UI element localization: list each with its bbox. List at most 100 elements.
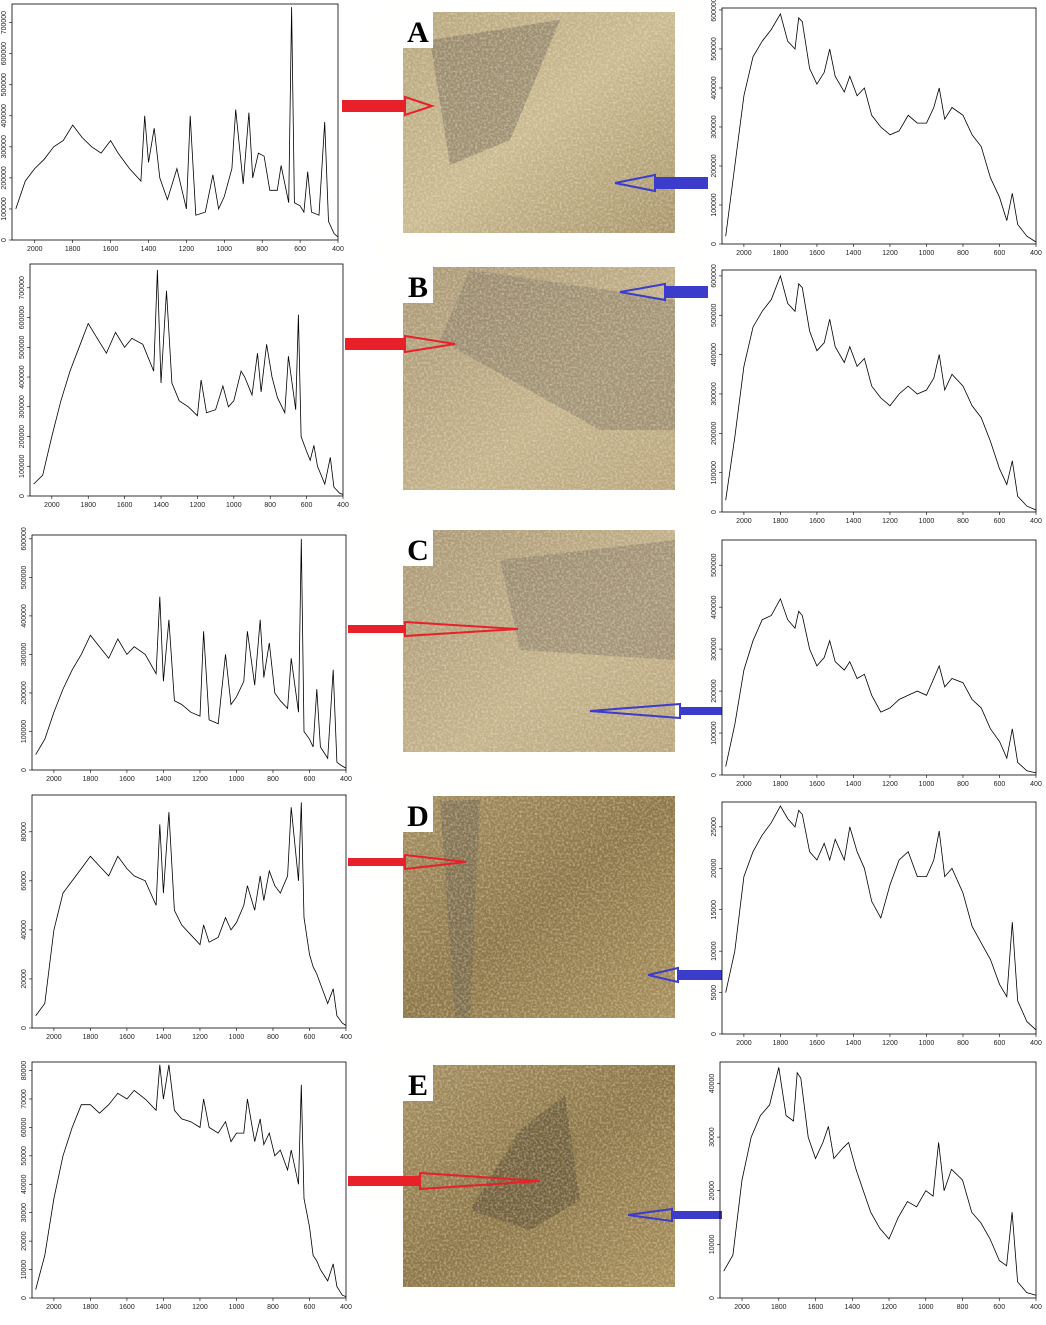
x-tick-label: 600 (994, 518, 1006, 525)
x-tick-label: 2000 (46, 1304, 62, 1311)
y-tick-label: 400000 (711, 343, 718, 366)
plot-frame (30, 264, 343, 496)
y-tick-label: 100000 (19, 454, 26, 477)
y-tick-label: 100000 (21, 720, 28, 743)
x-tick-label: 1600 (119, 1304, 135, 1311)
y-tick-label: 0 (21, 1026, 28, 1030)
x-tick-label: 800 (267, 1034, 279, 1041)
y-tick-label: 100000 (711, 461, 718, 484)
panel-label: D (407, 800, 429, 833)
x-tick-label: 1800 (773, 518, 789, 525)
x-tick-label: 1000 (919, 1040, 935, 1047)
x-tick-label: 1800 (65, 246, 81, 253)
x-tick-label: 1000 (229, 1034, 245, 1041)
x-tick-label: 400 (337, 502, 349, 509)
spectrum-line (34, 270, 343, 495)
x-tick-label: 1600 (119, 1034, 135, 1041)
x-tick-label: 1200 (882, 518, 898, 525)
panel-label: B (408, 271, 428, 304)
plot-frame (32, 795, 346, 1028)
y-tick-label: 500000 (21, 566, 28, 589)
y-tick-label: 500000 (1, 73, 8, 96)
x-tick-label: 2000 (736, 1040, 752, 1047)
plot-frame (720, 1062, 1036, 1298)
y-tick-label: 60000 (21, 1118, 28, 1138)
spectrum-line (726, 599, 1036, 773)
x-tick-label: 1200 (192, 1304, 208, 1311)
x-tick-label: 1400 (844, 1304, 860, 1311)
spectrum-line (16, 7, 338, 237)
x-tick-label: 800 (957, 1040, 969, 1047)
y-tick-label: 40000 (709, 1074, 716, 1094)
x-tick-label: 400 (340, 776, 352, 783)
x-tick-label: 400 (1030, 1304, 1042, 1311)
x-tick-label: 1800 (83, 776, 99, 783)
y-tick-label: 0 (711, 773, 718, 777)
spectrum-line (36, 1065, 346, 1297)
x-tick-label: 1000 (229, 1304, 245, 1311)
x-tick-label: 1600 (809, 250, 825, 257)
panel-label: C (407, 534, 429, 567)
y-tick-label: 0 (19, 494, 26, 498)
x-tick-label: 1400 (846, 518, 862, 525)
x-tick-label: 1000 (229, 776, 245, 783)
x-tick-label: 1600 (809, 1040, 825, 1047)
x-tick-label: 1000 (919, 781, 935, 788)
x-tick-label: 1000 (226, 502, 242, 509)
x-tick-label: 1600 (103, 246, 119, 253)
y-tick-label: 0 (711, 510, 718, 514)
x-tick-label: 2000 (734, 1304, 750, 1311)
x-tick-label: 800 (264, 502, 276, 509)
x-tick-label: 1600 (119, 776, 135, 783)
figure: A B C D E 200018001600140012001000800600… (0, 0, 1046, 1320)
x-tick-label: 800 (957, 250, 969, 257)
photo-b: B (403, 267, 675, 490)
x-tick-label: 1200 (192, 1034, 208, 1041)
y-tick-label: 60000 (21, 871, 28, 891)
y-tick-label: 80000 (21, 822, 28, 842)
x-tick-label: 1800 (773, 1040, 789, 1047)
x-tick-label: 800 (267, 776, 279, 783)
x-tick-label: 1200 (179, 246, 195, 253)
x-tick-label: 2000 (44, 502, 60, 509)
x-tick-label: 1200 (882, 1040, 898, 1047)
x-tick-label: 1400 (153, 502, 169, 509)
plot-frame (722, 802, 1036, 1034)
x-tick-label: 600 (294, 246, 306, 253)
spectrum-line (36, 802, 346, 1025)
y-tick-label: 500000 (711, 303, 718, 326)
y-tick-label: 0 (1, 238, 8, 242)
x-tick-label: 2000 (736, 518, 752, 525)
y-tick-label: 600000 (711, 0, 718, 22)
y-tick-label: 0 (711, 1032, 718, 1036)
x-tick-label: 1200 (882, 781, 898, 788)
y-tick-label: 20000 (21, 969, 28, 989)
y-tick-label: 200000 (711, 679, 718, 702)
x-tick-label: 800 (256, 246, 268, 253)
x-tick-label: 1600 (809, 781, 825, 788)
photo-d: D (403, 796, 675, 1018)
plot-frame (12, 4, 338, 240)
x-tick-label: 1800 (83, 1304, 99, 1311)
x-tick-label: 1800 (773, 250, 789, 257)
y-tick-label: 200000 (1, 166, 8, 189)
y-tick-label: 10000 (711, 941, 718, 961)
x-tick-label: 400 (1030, 1040, 1042, 1047)
y-tick-label: 400000 (21, 604, 28, 627)
y-tick-label: 500000 (711, 37, 718, 60)
panel-label: A (407, 16, 429, 49)
spectrum-line (724, 1067, 1036, 1295)
x-tick-label: 1600 (117, 502, 133, 509)
y-tick-label: 600000 (711, 264, 718, 287)
x-tick-label: 1800 (773, 781, 789, 788)
x-tick-label: 1800 (83, 1034, 99, 1041)
x-tick-label: 600 (994, 1040, 1006, 1047)
spectrum-line (726, 806, 1036, 1030)
plot-frame (32, 535, 346, 770)
spectrum-chart: 2000180016001400120010008006004000100000… (711, 0, 1042, 257)
x-tick-label: 600 (994, 781, 1006, 788)
x-tick-label: 600 (304, 1304, 316, 1311)
x-tick-label: 1400 (846, 781, 862, 788)
